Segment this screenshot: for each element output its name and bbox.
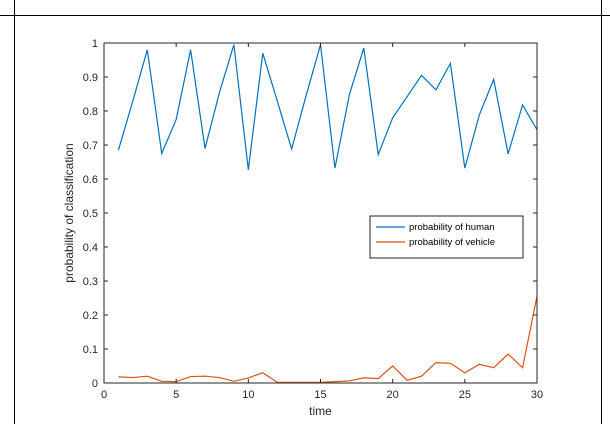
x-axis-label: time — [309, 404, 332, 418]
table-border-top — [0, 15, 610, 16]
x-tick-label: 5 — [173, 389, 179, 401]
x-tick-label: 15 — [314, 389, 326, 401]
legend-box — [369, 215, 524, 259]
legend: probability of human probability of vehi… — [369, 215, 524, 259]
y-tick-label: 0.5 — [83, 208, 98, 220]
y-tick-label: 0 — [92, 378, 98, 390]
y-axis-label: probability of classification — [62, 143, 76, 282]
y-tick-label: 0.4 — [83, 242, 98, 254]
series-line-1 — [118, 296, 538, 383]
x-tick-label: 25 — [459, 389, 471, 401]
y-tick-label: 0.7 — [83, 140, 98, 152]
series-layer — [117, 44, 538, 383]
ticks-layer: 0 5 10 15 20 25 30 0 0.1 0.2 0.3 0.4 0.5 0.6 0.7 0.8 0.9… — [83, 38, 543, 401]
y-tick-label: 0.9 — [83, 72, 98, 84]
x-tick-label: 0 — [101, 389, 107, 401]
x-tick-label: 10 — [242, 389, 254, 401]
x-tick-label: 30 — [531, 389, 543, 401]
y-tick-label: 1 — [92, 38, 98, 50]
y-tick-label: 0.3 — [83, 276, 98, 288]
plot-background — [104, 43, 537, 383]
table-border-right — [601, 0, 602, 424]
table-border-left — [14, 0, 15, 424]
series-line-0 — [117, 44, 538, 170]
plot-area — [104, 43, 537, 383]
legend-label-human: probability of human — [409, 222, 495, 233]
y-tick-label: 0.8 — [83, 106, 98, 118]
y-tick-label: 0.2 — [83, 310, 98, 322]
y-tick-label: 0.1 — [83, 344, 98, 356]
x-tick-label: 20 — [387, 389, 399, 401]
y-tick-label: 0.6 — [83, 174, 98, 186]
legend-label-vehicle: probability of vehicle — [409, 237, 495, 248]
